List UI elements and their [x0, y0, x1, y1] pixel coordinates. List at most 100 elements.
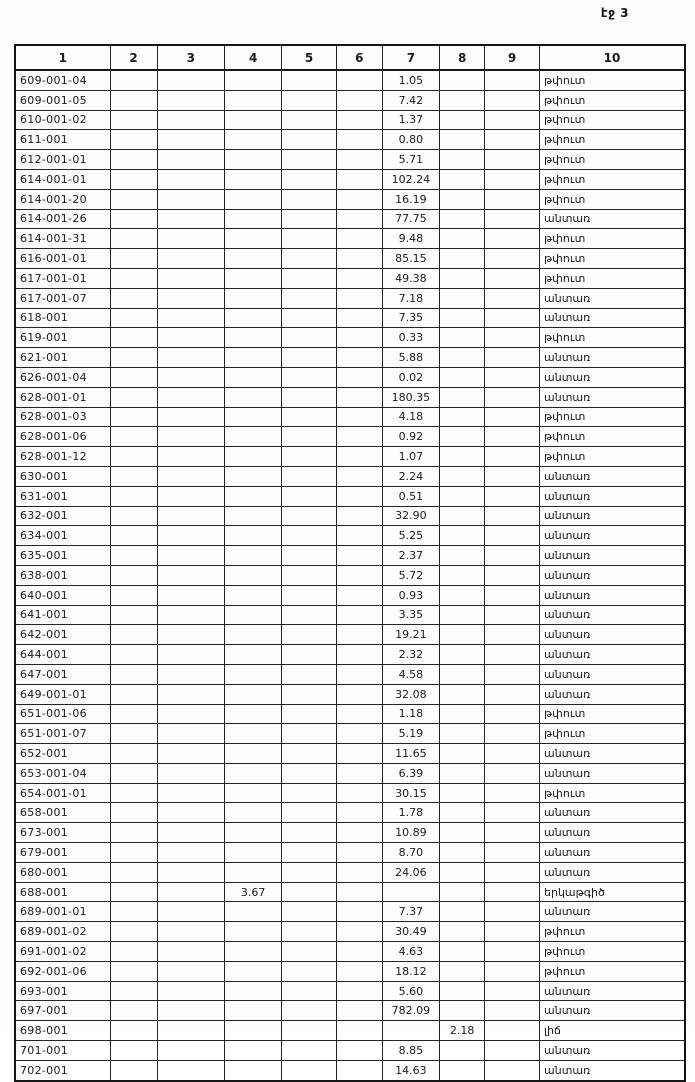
- empty-cell: [336, 129, 383, 151]
- empty-cell: [336, 545, 383, 566]
- area-value-cell: [439, 802, 486, 824]
- empty-cell: [336, 644, 383, 665]
- area-value-cell: 9.48: [381, 228, 441, 250]
- scanned-page: էջ 3 1 2 3 4 5 6 7 8 9 10 609-001-04 1.05 թփուտ 609-…: [14, 6, 686, 1082]
- area-value-cell: 30.15: [381, 782, 441, 804]
- area-value-cell: [224, 327, 283, 349]
- parcel-code-cell: 654-001-01: [14, 782, 111, 804]
- empty-cell: [281, 109, 338, 131]
- table-row: 635-001 2.37 անտառ: [14, 545, 686, 566]
- landuse-cell: անտառ: [539, 505, 686, 527]
- empty-cell: [156, 683, 226, 705]
- area-value-cell: 32.90: [381, 505, 441, 527]
- parcel-code-cell: 611-001: [14, 129, 111, 151]
- empty-cell: [156, 564, 226, 586]
- landuse-cell: թփուտ: [539, 129, 686, 151]
- empty-cell: [109, 921, 158, 943]
- empty-cell: [281, 663, 338, 685]
- empty-cell: [281, 485, 338, 507]
- parcel-code-cell: 614-001-01: [14, 168, 111, 190]
- empty-cell: [156, 446, 226, 467]
- empty-cell: [109, 782, 158, 804]
- table-row: 642-001 19.21 անտառ: [14, 624, 686, 646]
- area-value-cell: [439, 861, 486, 883]
- area-value-cell: [439, 327, 486, 349]
- empty-cell: [484, 782, 541, 804]
- area-value-cell: [439, 1040, 486, 1061]
- land-register-table: 1 2 3 4 5 6 7 8 9 10 609-001-04 1.05 թփուտ 609-001-0…: [14, 44, 686, 1082]
- empty-cell: [156, 802, 226, 824]
- area-value-cell: 10.89: [381, 822, 441, 844]
- empty-cell: [484, 802, 541, 824]
- empty-cell: [281, 743, 338, 764]
- area-value-cell: [224, 366, 283, 388]
- parcel-code-cell: 689-001-01: [14, 901, 111, 923]
- column-header-4: 4: [224, 44, 283, 71]
- empty-cell: [109, 762, 158, 784]
- empty-cell: [109, 1059, 158, 1082]
- landuse-cell: թփուտ: [539, 89, 686, 111]
- empty-cell: [109, 386, 158, 408]
- empty-cell: [281, 782, 338, 804]
- parcel-code-cell: 610-001-02: [14, 109, 111, 131]
- table-row: 673-001 10.89 անտառ: [14, 822, 686, 844]
- empty-cell: [484, 584, 541, 606]
- empty-cell: [336, 406, 383, 428]
- empty-cell: [281, 960, 338, 982]
- empty-cell: [336, 1059, 383, 1082]
- area-value-cell: 16.19: [381, 188, 441, 210]
- column-header-9: 9: [484, 44, 541, 71]
- empty-cell: [109, 426, 158, 448]
- empty-cell: [109, 624, 158, 646]
- area-value-cell: [439, 446, 486, 467]
- empty-cell: [484, 228, 541, 250]
- area-value-cell: [439, 683, 486, 705]
- area-value-cell: [224, 168, 283, 190]
- empty-cell: [336, 307, 383, 329]
- empty-cell: [484, 366, 541, 388]
- empty-cell: [336, 584, 383, 606]
- area-value-cell: [439, 723, 486, 745]
- empty-cell: [156, 248, 226, 269]
- area-value-cell: 30.49: [381, 921, 441, 943]
- empty-cell: [484, 505, 541, 527]
- empty-cell: [109, 307, 158, 329]
- empty-cell: [156, 842, 226, 863]
- area-value-cell: 1.78: [381, 802, 441, 824]
- landuse-cell: թփուտ: [539, 921, 686, 943]
- area-value-cell: 782.09: [381, 1000, 441, 1022]
- column-header-7: 7: [381, 44, 441, 71]
- empty-cell: [281, 564, 338, 586]
- empty-cell: [336, 188, 383, 210]
- empty-cell: [156, 881, 226, 903]
- landuse-cell: անտառ: [539, 1059, 686, 1082]
- empty-cell: [109, 287, 158, 309]
- area-value-cell: 4.58: [381, 663, 441, 685]
- empty-cell: [484, 109, 541, 131]
- empty-cell: [336, 782, 383, 804]
- empty-cell: [484, 1000, 541, 1022]
- empty-cell: [109, 545, 158, 566]
- area-value-cell: [224, 188, 283, 210]
- table-row: 702-001 14.63 անտառ: [14, 1059, 686, 1082]
- landuse-cell: թփուտ: [539, 426, 686, 448]
- empty-cell: [336, 941, 383, 962]
- empty-cell: [156, 584, 226, 606]
- area-value-cell: [439, 822, 486, 844]
- area-value-cell: [439, 584, 486, 606]
- empty-cell: [109, 861, 158, 883]
- landuse-cell: թփուտ: [539, 228, 686, 250]
- empty-cell: [156, 525, 226, 547]
- area-value-cell: [439, 604, 486, 626]
- parcel-code-cell: 702-001: [14, 1059, 111, 1082]
- area-value-cell: 77.75: [381, 208, 441, 230]
- empty-cell: [336, 703, 383, 725]
- empty-cell: [281, 1059, 338, 1082]
- area-value-cell: [439, 980, 486, 1002]
- area-value-cell: 0.51: [381, 485, 441, 507]
- empty-cell: [484, 188, 541, 210]
- empty-cell: [156, 822, 226, 844]
- table-row: 609-001-04 1.05 թփուտ: [14, 69, 686, 91]
- empty-cell: [156, 109, 226, 131]
- empty-cell: [109, 406, 158, 428]
